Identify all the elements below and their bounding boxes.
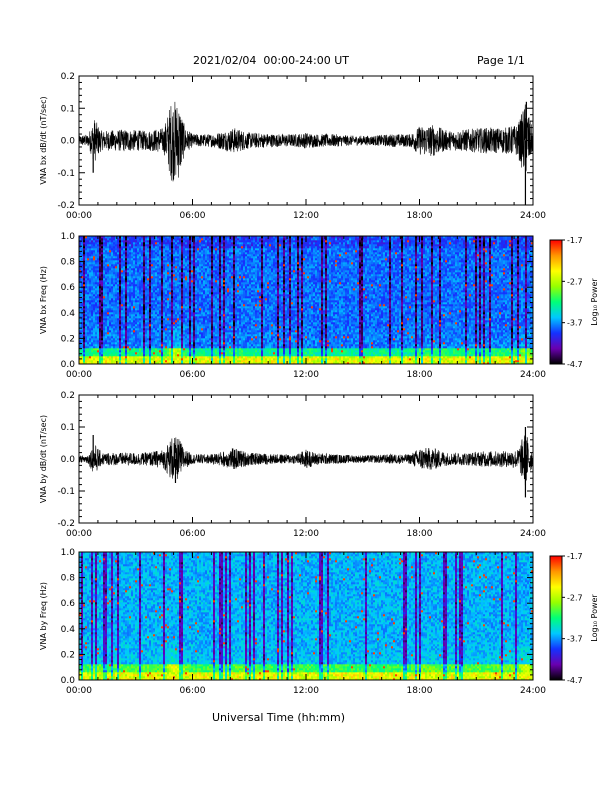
by-spectrogram-panel: -1.7 -2.7 -3.7 -4.7 Log₁₀ Power 00:00 06:00 12:… — [39, 548, 599, 696]
x-tick-label: 12:00 — [293, 370, 319, 380]
x-tick-label: 00:00 — [66, 370, 92, 380]
colorbar-tick-label: -4.7 — [567, 676, 583, 685]
y-axis-label: VNA bx Freq (Hz) — [39, 266, 48, 334]
y-tick-label: 1.0 — [61, 232, 76, 242]
x-tick-label: 24:00 — [520, 370, 546, 380]
bx-waveform-panel: 00:00 06:00 12:00 18:00 24:00 0.2 0.1 0.0 -0.1 -0… — [39, 72, 546, 221]
bx-spectrogram-panel: -1.7 -2.7 -3.7 -4.7 Log₁₀ Power 00:00 06:00 12:… — [39, 232, 599, 380]
colorbar-label: Log₁₀ Power — [590, 594, 599, 642]
y-tick-label: 0.4 — [61, 625, 76, 635]
x-tick-label: 00:00 — [66, 529, 92, 539]
y-tick-label: 0.1 — [61, 104, 75, 114]
x-tick-label: 12:00 — [293, 529, 319, 539]
y-tick-label: -0.2 — [57, 201, 75, 211]
x-tick-label: 18:00 — [407, 686, 433, 696]
y-tick-label: 0.6 — [61, 283, 76, 293]
colorbar-tick-label: -4.7 — [567, 360, 583, 369]
x-tick-label: 18:00 — [407, 211, 433, 221]
y-axis-label: VNA bx dB/dt (nT/sec) — [39, 96, 48, 184]
y-axis-label: VNA by dB/dt (nT/sec) — [39, 415, 48, 503]
x-tick-label: 06:00 — [180, 370, 206, 380]
colorbar-label: Log₁₀ Power — [590, 278, 599, 326]
x-tick-label: 24:00 — [520, 529, 546, 539]
y-tick-label: 0.8 — [61, 574, 76, 584]
spectrogram-image — [79, 552, 533, 680]
y-tick-label: -0.2 — [57, 519, 75, 529]
page-number: Page 1/1 — [477, 55, 525, 67]
y-axis-label: VNA by Freq (Hz) — [39, 582, 48, 650]
by-waveform-panel: 00:00 06:00 12:00 18:00 24:00 0.2 0.1 0.0 -0.1 -0… — [39, 391, 546, 539]
y-tick-label: 0.6 — [61, 599, 76, 609]
x-tick-label: 18:00 — [407, 529, 433, 539]
waveform-trace — [78, 432, 534, 486]
colorbar-tick-label: -3.7 — [567, 635, 583, 644]
x-tick-label: 24:00 — [520, 211, 546, 221]
x-tick-label: 18:00 — [407, 370, 433, 380]
y-tick-label: 0.0 — [61, 360, 76, 370]
x-tick-label: 06:00 — [180, 686, 206, 696]
y-tick-label: -0.1 — [57, 487, 75, 497]
colorbar-tick-label: -1.7 — [567, 552, 583, 561]
colorbar-tick-label: -2.7 — [567, 277, 583, 286]
x-tick-label: 06:00 — [180, 529, 206, 539]
colorbar — [549, 555, 563, 681]
spectrogram-image — [79, 236, 533, 364]
page-title: 2021/02/04 00:00-24:00 UT — [193, 55, 349, 67]
y-tick-label: 0.4 — [61, 309, 76, 319]
colorbar — [549, 239, 563, 365]
x-tick-label: 12:00 — [293, 686, 319, 696]
colorbar-tick-label: -1.7 — [567, 236, 583, 245]
waveform-trace — [78, 101, 534, 182]
y-tick-label: 0.2 — [61, 391, 75, 401]
y-tick-label: 0.0 — [61, 137, 76, 147]
x-tick-label: 06:00 — [180, 211, 206, 221]
x-tick-label: 00:00 — [66, 211, 92, 221]
x-tick-label: 12:00 — [293, 211, 319, 221]
colorbar-tick-label: -3.7 — [567, 319, 583, 328]
y-tick-label: 0.8 — [61, 258, 76, 268]
y-tick-label: -0.1 — [57, 169, 75, 179]
y-tick-label: 0.0 — [61, 676, 76, 686]
x-axis-label: Universal Time (hh:mm) — [212, 712, 345, 724]
x-tick-label: 00:00 — [66, 686, 92, 696]
y-tick-label: 0.1 — [61, 423, 75, 433]
y-tick-label: 0.2 — [61, 334, 75, 344]
colorbar-tick-label: -2.7 — [567, 593, 583, 602]
y-tick-label: 1.0 — [61, 548, 76, 558]
y-tick-label: 0.2 — [61, 650, 75, 660]
y-tick-label: 0.0 — [61, 455, 76, 465]
y-tick-label: 0.2 — [61, 72, 75, 82]
x-tick-label: 24:00 — [520, 686, 546, 696]
